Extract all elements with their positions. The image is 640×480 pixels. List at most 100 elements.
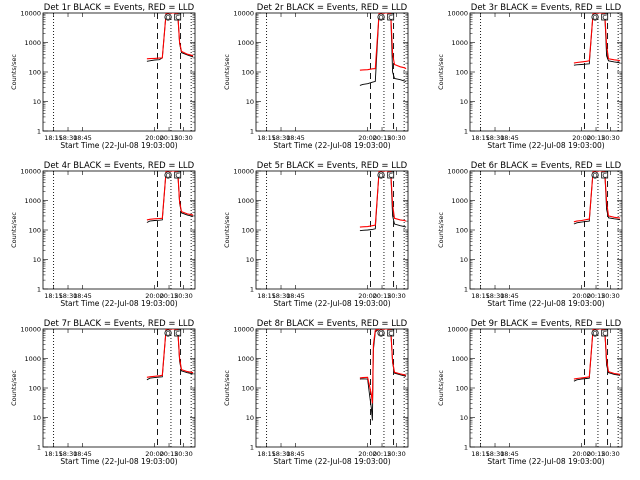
x-tick-label: 18:30	[272, 292, 291, 300]
x-tick-label: 20:00	[572, 292, 591, 300]
chart-title: Det 9r BLACK = Events, RED = LLD	[471, 319, 622, 329]
y-tick-label: 10	[246, 98, 254, 106]
y-axis-label: Counts/sec	[223, 370, 231, 406]
x-tick-label: 20:15	[373, 292, 392, 300]
series-events-line	[359, 329, 407, 421]
plot-frame	[42, 328, 196, 448]
series-events-line	[573, 13, 621, 66]
y-tick-label: 10	[33, 98, 41, 106]
x-tick-label: 20:30	[174, 450, 193, 458]
series-lld-line	[146, 13, 194, 60]
x-tick-label: 20:15	[587, 450, 606, 458]
y-tick-label: 10	[246, 256, 254, 264]
y-tick-label: 1000	[451, 39, 468, 47]
y-axis-label: Counts/sec	[223, 54, 231, 90]
y-tick-label: 10000	[447, 326, 468, 334]
marker-c-label: C	[175, 329, 180, 337]
chart-title: Det 3r BLACK = Events, RED = LLD	[471, 3, 622, 13]
x-tick-label: 18:30	[59, 134, 78, 142]
x-tick-label: 20:30	[387, 134, 406, 142]
y-tick-label: 100	[456, 69, 468, 77]
marker-o-label: O	[593, 329, 598, 337]
x-tick-label: 20:15	[587, 292, 606, 300]
series-lld-line	[359, 329, 407, 404]
y-tick-label: 100	[242, 69, 254, 77]
series-events-line	[146, 329, 194, 381]
marker-o-label: O	[379, 171, 384, 179]
marker-c	[601, 329, 609, 337]
series-lld-line	[573, 329, 621, 380]
plot-frame	[255, 328, 409, 448]
chart-title: Det 4r BLACK = Events, RED = LLD	[44, 161, 195, 171]
chart-panel-3: Det 3r BLACK = Events, RED = LLD 1 10 100 10…	[437, 3, 623, 150]
x-axis-label: Start Time (22-Jul-08 19:03:00)	[273, 457, 390, 466]
x-tick-label: 18:45	[500, 450, 519, 458]
chart-title: Det 7r BLACK = Events, RED = LLD	[44, 319, 195, 329]
y-tick-label: 100	[456, 385, 468, 393]
marker-o-label: O	[593, 13, 598, 21]
x-tick-label: 20:00	[572, 134, 591, 142]
series-events-line	[359, 13, 407, 86]
x-axis-label: Start Time (22-Jul-08 19:03:00)	[487, 299, 604, 308]
y-tick-label: 1000	[237, 39, 254, 47]
y-axis-label: Counts/sec	[10, 54, 18, 90]
y-tick-label: 10	[33, 414, 41, 422]
x-tick-label: 18:45	[286, 450, 305, 458]
x-tick-label: 18:15	[471, 292, 490, 300]
marker-c	[174, 171, 182, 179]
y-tick-label: 100	[29, 227, 41, 235]
x-tick-label: 18:30	[486, 450, 505, 458]
series-events-line	[146, 13, 194, 62]
y-tick-label: 10	[460, 256, 468, 264]
marker-o	[377, 329, 385, 337]
x-tick-label: 20:00	[145, 292, 164, 300]
y-tick-label: 100	[242, 227, 254, 235]
chart-panel-5: Det 5r BLACK = Events, RED = LLD 1 10 100 10…	[223, 161, 409, 308]
x-tick-label: 20:30	[387, 450, 406, 458]
marker-c-label: C	[175, 13, 180, 21]
x-tick-label: 18:15	[471, 134, 490, 142]
chart-panel-4: Det 4r BLACK = Events, RED = LLD 1 10 100 10…	[10, 161, 196, 308]
y-tick-label: 10	[246, 414, 254, 422]
y-axis-label: Counts/sec	[223, 212, 231, 248]
x-tick-label: 20:30	[174, 134, 193, 142]
y-tick-label: 1000	[451, 197, 468, 205]
plot-frame	[255, 170, 409, 290]
x-tick-label: 18:15	[44, 292, 63, 300]
chart-title: Det 6r BLACK = Events, RED = LLD	[471, 161, 622, 171]
y-tick-label: 1	[250, 286, 254, 294]
y-tick-label: 100	[29, 69, 41, 77]
marker-o	[591, 13, 599, 21]
chart-title: Det 1r BLACK = Events, RED = LLD	[44, 3, 195, 13]
x-tick-label: 18:15	[257, 292, 276, 300]
y-tick-label: 1	[464, 286, 468, 294]
x-tick-label: 20:15	[373, 450, 392, 458]
y-tick-label: 1	[250, 128, 254, 136]
x-axis-label: Start Time (22-Jul-08 19:03:00)	[60, 457, 177, 466]
series-lld-line	[146, 329, 194, 378]
series-lld-line	[573, 13, 621, 64]
x-tick-label: 18:30	[272, 450, 291, 458]
y-tick-label: 1000	[451, 355, 468, 363]
plot-frame	[469, 328, 623, 448]
x-tick-label: 20:15	[160, 292, 179, 300]
marker-c	[387, 13, 395, 21]
y-tick-label: 1000	[237, 197, 254, 205]
x-tick-label: 18:30	[486, 292, 505, 300]
y-axis-label: Counts/sec	[10, 370, 18, 406]
x-tick-label: 20:15	[160, 134, 179, 142]
series-events-line	[573, 329, 621, 382]
x-tick-label: 18:30	[59, 292, 78, 300]
x-tick-label: 20:30	[601, 134, 620, 142]
y-tick-label: 10	[33, 256, 41, 264]
y-tick-label: 10000	[233, 10, 254, 18]
x-tick-label: 18:30	[486, 134, 505, 142]
plot-frame	[42, 12, 196, 132]
x-tick-label: 18:15	[257, 450, 276, 458]
y-tick-label: 1000	[24, 197, 41, 205]
y-axis-label: Counts/sec	[10, 212, 18, 248]
y-tick-label: 1	[250, 444, 254, 452]
y-tick-label: 100	[29, 385, 41, 393]
marker-o-label: O	[166, 329, 171, 337]
